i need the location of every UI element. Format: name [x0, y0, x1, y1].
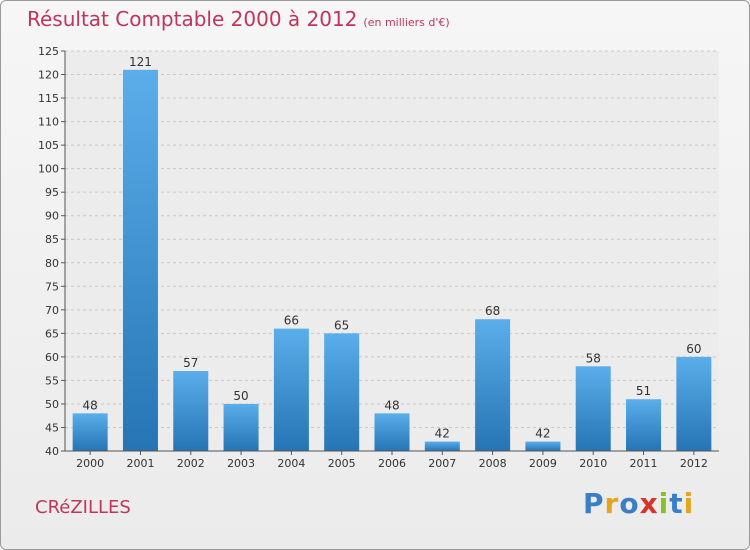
x-tick-label-2006: 2006	[378, 457, 406, 470]
y-tick-label: 95	[45, 186, 59, 199]
bar-2009	[525, 441, 561, 451]
logo-letter: t	[669, 487, 684, 520]
y-tick-label: 120	[38, 69, 59, 82]
x-tick-label-2007: 2007	[428, 457, 456, 470]
data-label-2001: 121	[129, 55, 152, 69]
y-tick-label: 125	[38, 45, 59, 58]
data-label-2007: 42	[435, 427, 450, 441]
x-tick-label-2003: 2003	[227, 457, 255, 470]
data-label-2000: 48	[83, 398, 98, 412]
x-tick-label-2002: 2002	[177, 457, 205, 470]
chart-subtitle: (en milliers d'€)	[363, 16, 450, 29]
data-label-2002: 57	[183, 356, 198, 370]
data-label-2003: 50	[233, 389, 248, 403]
data-label-2008: 68	[485, 304, 500, 318]
bar-2010	[575, 366, 611, 451]
data-label-2010: 58	[586, 351, 601, 365]
x-tick-label-2000: 2000	[76, 457, 104, 470]
data-label-2004: 66	[284, 314, 299, 328]
y-tick-label: 110	[38, 116, 59, 129]
logo-letter: i	[683, 487, 695, 520]
y-tick-label: 55	[45, 374, 59, 387]
x-tick-label-2010: 2010	[579, 457, 607, 470]
data-label-2011: 51	[636, 384, 651, 398]
logo-letter: P	[583, 487, 605, 520]
proxiti-logo: Proxiti	[583, 487, 694, 520]
bar-2002	[173, 371, 209, 451]
bar-2001	[122, 69, 158, 451]
bar-2006	[374, 413, 410, 451]
bar-2004	[273, 328, 309, 451]
data-label-2009: 42	[535, 427, 550, 441]
data-label-2005: 65	[334, 318, 349, 332]
x-tick-label-2012: 2012	[680, 457, 708, 470]
x-tick-label-2011: 2011	[630, 457, 658, 470]
chart-title-text: Résultat Comptable 2000 à 2012	[27, 7, 358, 31]
bar-2008	[475, 319, 511, 451]
y-tick-label: 105	[38, 139, 59, 152]
x-tick-label-2009: 2009	[529, 457, 557, 470]
y-tick-label: 45	[45, 421, 59, 434]
y-tick-label: 70	[45, 304, 59, 317]
y-tick-label: 60	[45, 351, 59, 364]
x-tick-label-2008: 2008	[479, 457, 507, 470]
y-tick-label: 100	[38, 163, 59, 176]
y-tick-label: 75	[45, 280, 59, 293]
logo-letter: x	[639, 487, 659, 520]
x-tick-label-2004: 2004	[277, 457, 305, 470]
bar-2000	[72, 413, 108, 451]
y-tick-label: 50	[45, 398, 59, 411]
commune-name: CRéZILLES	[35, 497, 131, 518]
y-tick-label: 85	[45, 233, 59, 246]
logo-letter: r	[604, 487, 620, 520]
bar-2011	[626, 399, 662, 451]
y-tick-label: 115	[38, 92, 59, 105]
x-tick-label-2001: 2001	[126, 457, 154, 470]
data-label-2006: 48	[384, 398, 399, 412]
y-tick-label: 90	[45, 210, 59, 223]
data-label-2012: 60	[686, 342, 701, 356]
y-tick-label: 80	[45, 257, 59, 270]
bar-2007	[424, 441, 460, 451]
bar-2005	[324, 333, 360, 451]
y-tick-label: 40	[45, 445, 59, 458]
chart-title: Résultat Comptable 2000 à 2012 (en millie…	[27, 7, 450, 31]
x-tick-label-2005: 2005	[328, 457, 356, 470]
bar-2003	[223, 403, 259, 451]
logo-letter: i	[658, 487, 670, 520]
logo-letter: o	[619, 487, 640, 520]
y-tick-label: 65	[45, 327, 59, 340]
bar-2012	[676, 356, 712, 451]
plot-area	[65, 51, 719, 451]
